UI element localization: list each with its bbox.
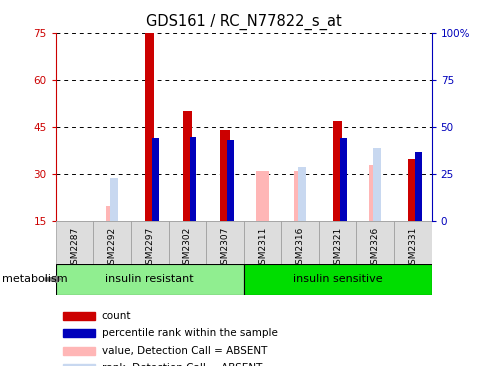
Bar <box>243 221 281 264</box>
Bar <box>56 264 243 295</box>
Bar <box>168 221 206 264</box>
Text: insulin resistant: insulin resistant <box>105 274 194 284</box>
Bar <box>206 221 243 264</box>
Bar <box>220 130 229 221</box>
Bar <box>227 141 233 221</box>
Bar <box>63 312 95 320</box>
Bar <box>339 138 346 221</box>
Bar <box>318 221 356 264</box>
Bar <box>145 33 154 221</box>
Text: insulin sensitive: insulin sensitive <box>292 274 382 284</box>
Bar <box>131 221 168 264</box>
Bar <box>63 364 95 366</box>
Text: value, Detection Call = ABSENT: value, Detection Call = ABSENT <box>102 346 267 356</box>
Bar <box>110 178 118 221</box>
Title: GDS161 / RC_N77822_s_at: GDS161 / RC_N77822_s_at <box>146 14 341 30</box>
Bar <box>256 171 268 221</box>
Bar <box>368 165 380 221</box>
Bar <box>189 137 196 221</box>
Text: GSM2321: GSM2321 <box>333 227 342 270</box>
Bar <box>106 206 118 221</box>
Text: metabolism: metabolism <box>2 274 68 284</box>
Bar <box>63 329 95 337</box>
Text: rank, Detection Call = ABSENT: rank, Detection Call = ABSENT <box>102 363 261 366</box>
Bar <box>182 112 192 221</box>
Bar <box>356 221 393 264</box>
Text: GSM2297: GSM2297 <box>145 227 154 270</box>
Text: GSM2302: GSM2302 <box>182 227 192 270</box>
Bar <box>393 221 431 264</box>
Bar <box>408 158 417 221</box>
Text: GSM2326: GSM2326 <box>370 227 379 270</box>
Bar <box>297 167 305 221</box>
Text: GSM2307: GSM2307 <box>220 227 229 270</box>
Text: GSM2292: GSM2292 <box>107 227 117 270</box>
Bar <box>281 221 318 264</box>
Bar <box>372 148 380 221</box>
Bar <box>151 138 158 221</box>
Bar <box>56 221 93 264</box>
Text: GSM2311: GSM2311 <box>257 227 267 270</box>
Bar <box>93 221 131 264</box>
Text: GSM2316: GSM2316 <box>295 227 304 270</box>
Text: GSM2331: GSM2331 <box>408 227 417 270</box>
Bar <box>63 347 95 355</box>
Bar <box>293 171 305 221</box>
Bar <box>243 264 431 295</box>
Bar <box>333 121 342 221</box>
Text: count: count <box>102 311 131 321</box>
Text: percentile rank within the sample: percentile rank within the sample <box>102 328 277 338</box>
Bar <box>414 152 421 221</box>
Text: GSM2287: GSM2287 <box>70 227 79 270</box>
